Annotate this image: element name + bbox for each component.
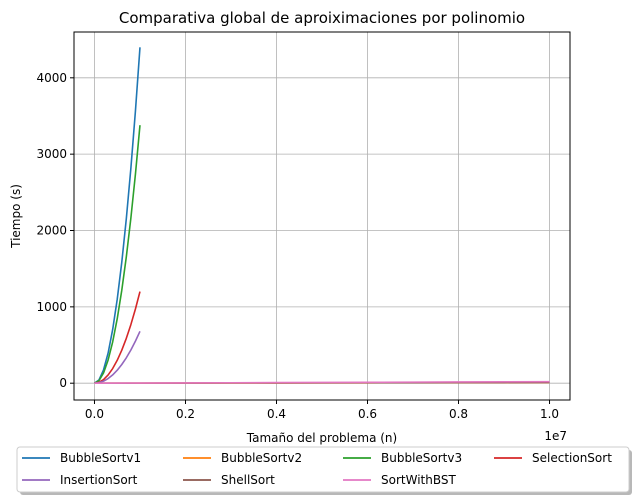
y-axis-label: Tiempo (s) — [9, 184, 23, 249]
y-tick-label: 1000 — [36, 300, 67, 314]
x-tick-label: 0.6 — [358, 407, 377, 421]
series-line-bubblesortv1 — [94, 47, 141, 384]
series-line-bubblesortv3 — [94, 125, 141, 384]
series-line-sortwithbst — [94, 380, 550, 385]
x-axis-label: Tamaño del problema (n) — [246, 431, 397, 445]
legend-label: ShellSort — [221, 473, 275, 487]
y-tick-label: 0 — [59, 376, 67, 390]
legend: BubbleSortv1 BubbleSortv2 BubbleSortv3 Sele… — [16, 446, 632, 495]
x-axis-offset-label: 1e7 — [544, 429, 567, 443]
legend-label: SortWithBST — [381, 473, 456, 487]
chart-title: Comparativa global de aproiximaciones po… — [119, 9, 525, 27]
legend-label: BubbleSortv1 — [60, 451, 141, 465]
x-tick-label: 0.4 — [267, 407, 286, 421]
series-layer — [94, 47, 550, 385]
series-line-insertionsort — [94, 330, 141, 384]
x-tick-label: 0.0 — [85, 407, 104, 421]
x-tick-label: 1.0 — [540, 407, 559, 421]
x-axis: 0.0 0.2 0.4 0.6 0.8 1.0 — [85, 400, 559, 421]
legend-box — [16, 446, 630, 493]
legend-label: SelectionSort — [532, 451, 612, 465]
x-tick-label: 0.2 — [176, 407, 195, 421]
grid — [74, 32, 570, 400]
legend-label: InsertionSort — [60, 473, 138, 487]
series-line-selectionsort — [94, 291, 141, 384]
x-tick-label: 0.8 — [449, 407, 468, 421]
y-axis: 0 1000 2000 3000 4000 — [36, 71, 74, 390]
plot-frame — [73, 31, 571, 401]
y-tick-label: 3000 — [36, 147, 67, 161]
legend-label: BubbleSortv2 — [221, 451, 302, 465]
y-tick-label: 2000 — [36, 224, 67, 238]
y-tick-label: 4000 — [36, 71, 67, 85]
legend-label: BubbleSortv3 — [381, 451, 462, 465]
